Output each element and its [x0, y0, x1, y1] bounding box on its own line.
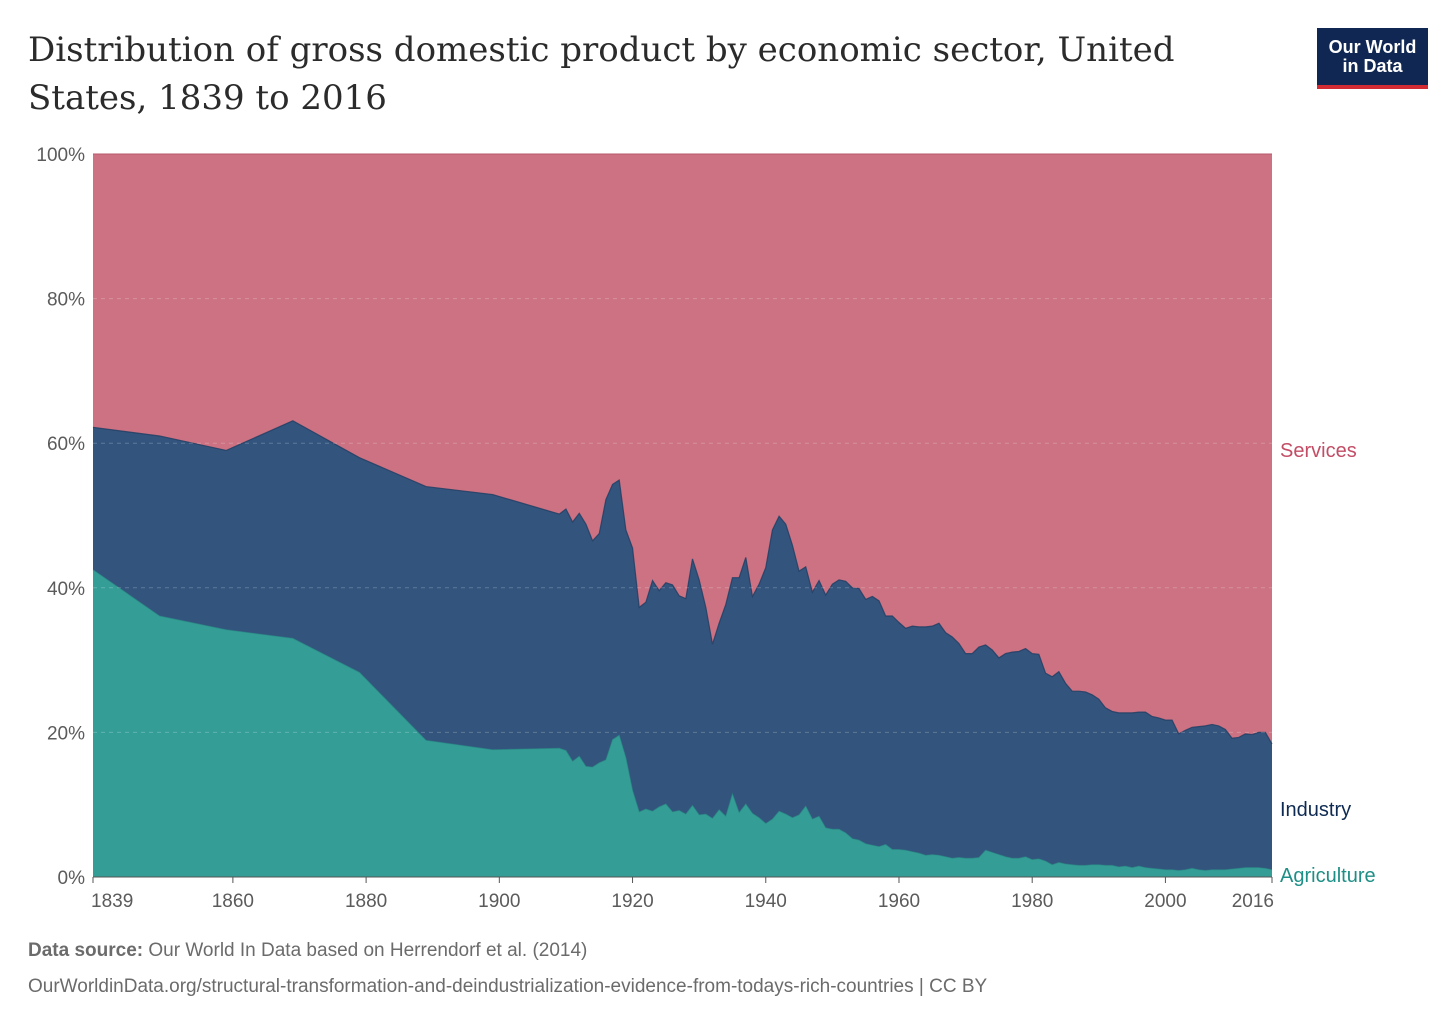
- source-url[interactable]: OurWorldinData.org/structural-transforma…: [28, 976, 988, 997]
- x-tick-label: 1920: [611, 891, 653, 912]
- x-tick-label: 1900: [478, 891, 520, 912]
- chart-title: Distribution of gross domestic product b…: [28, 30, 1175, 118]
- line-industry-top: [92, 420, 1273, 745]
- x-tick-label: 1839: [91, 891, 133, 912]
- x-tick-label: 2000: [1144, 891, 1186, 912]
- y-tick-label: 40%: [47, 579, 85, 600]
- logo-line-1: Our World: [1328, 36, 1417, 57]
- data-source-text: Our World In Data based on Herrendorf et…: [148, 940, 588, 961]
- x-tick-label: 2016: [1232, 891, 1274, 912]
- x-tick-label: 1880: [345, 891, 387, 912]
- x-tick-label: 1860: [212, 891, 254, 912]
- data-source: Data source: Our World In Data based on …: [28, 940, 587, 962]
- series-label-industry: Industry: [1280, 799, 1351, 821]
- y-tick-label: 80%: [47, 290, 85, 311]
- data-source-label: Data source:: [28, 940, 144, 961]
- x-tick-label: 1980: [1011, 891, 1053, 912]
- area-agriculture: [93, 569, 1272, 877]
- owid-logo[interactable]: Our World in Data: [1317, 28, 1428, 89]
- line-agriculture-top: [92, 569, 1273, 871]
- series-label-agriculture: Agriculture: [1280, 865, 1376, 887]
- y-tick-label: 20%: [47, 723, 85, 744]
- y-tick-label: 0%: [58, 868, 86, 889]
- series-label-services: Services: [1280, 440, 1357, 462]
- x-tick-label: 1960: [878, 891, 920, 912]
- logo-line-2: in Data: [1342, 55, 1403, 76]
- stacked-area-chart: 0% 20% 40% 60% 80% 100% 1839 1860 1880 1900 1920 19…: [36, 145, 1376, 912]
- x-tick-label: 1940: [745, 891, 787, 912]
- y-tick-label: 100%: [36, 145, 85, 166]
- y-tick-label: 60%: [47, 434, 85, 455]
